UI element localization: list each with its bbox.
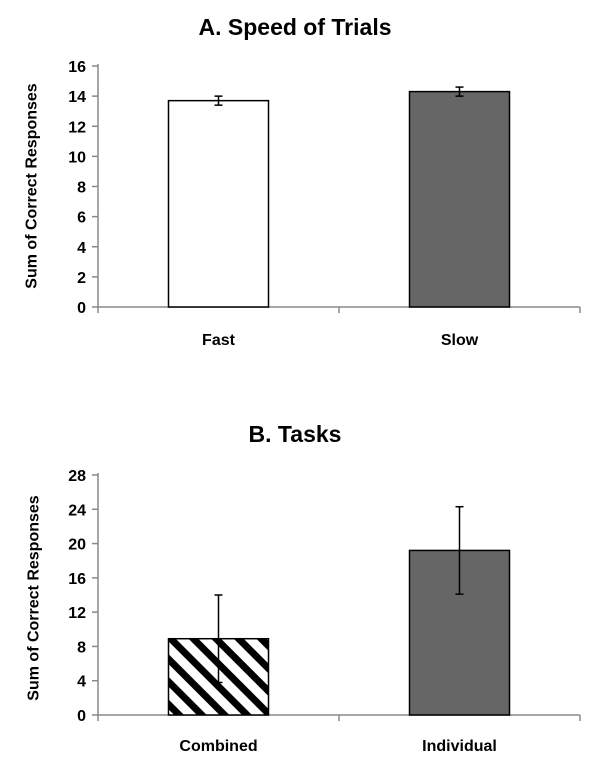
y-tick-label: 16 bbox=[68, 59, 86, 76]
y-tick-label: 12 bbox=[68, 605, 86, 622]
bar-chart-speed-of-trials: 0 2 4 6 8 10 12 14 16 Fast Slow bbox=[68, 59, 581, 349]
x-tick-label-slow: Slow bbox=[441, 332, 479, 349]
x-tick-label-combined: Combined bbox=[179, 738, 257, 755]
y-tick-label: 8 bbox=[77, 639, 86, 656]
y-tick-label: 20 bbox=[68, 537, 86, 554]
chart-title: B. Tasks bbox=[248, 421, 342, 447]
bar-chart-tasks: 0 4 8 12 16 20 24 28 Combined Individual bbox=[68, 468, 581, 755]
y-tick-label: 16 bbox=[68, 571, 86, 588]
y-tick-label: 4 bbox=[77, 240, 86, 257]
chart-panel-a: A. Speed of Trials Sum of Correct Respon… bbox=[23, 14, 581, 349]
y-tick-label: 8 bbox=[77, 180, 86, 197]
y-tick-label: 28 bbox=[68, 468, 86, 485]
y-tick-label: 14 bbox=[68, 89, 86, 106]
bar-fast bbox=[167, 99, 270, 308]
chart-panel-b: B. Tasks Sum of Correct Responses 0 4 8 12 1… bbox=[0, 405, 590, 757]
x-tick-label-individual: Individual bbox=[422, 738, 497, 755]
y-tick-label: 0 bbox=[77, 300, 86, 317]
bar-slow bbox=[408, 90, 511, 308]
y-tick-label: 0 bbox=[77, 708, 86, 725]
y-tick-label: 4 bbox=[77, 674, 86, 691]
chart-title: A. Speed of Trials bbox=[198, 14, 392, 40]
x-tick-label-fast: Fast bbox=[202, 332, 236, 349]
y-tick-label: 24 bbox=[68, 502, 86, 519]
y-tick-label: 12 bbox=[68, 119, 86, 136]
y-tick-label: 10 bbox=[68, 149, 86, 166]
y-tick-label: 2 bbox=[77, 270, 86, 287]
y-tick-label: 6 bbox=[77, 210, 86, 227]
